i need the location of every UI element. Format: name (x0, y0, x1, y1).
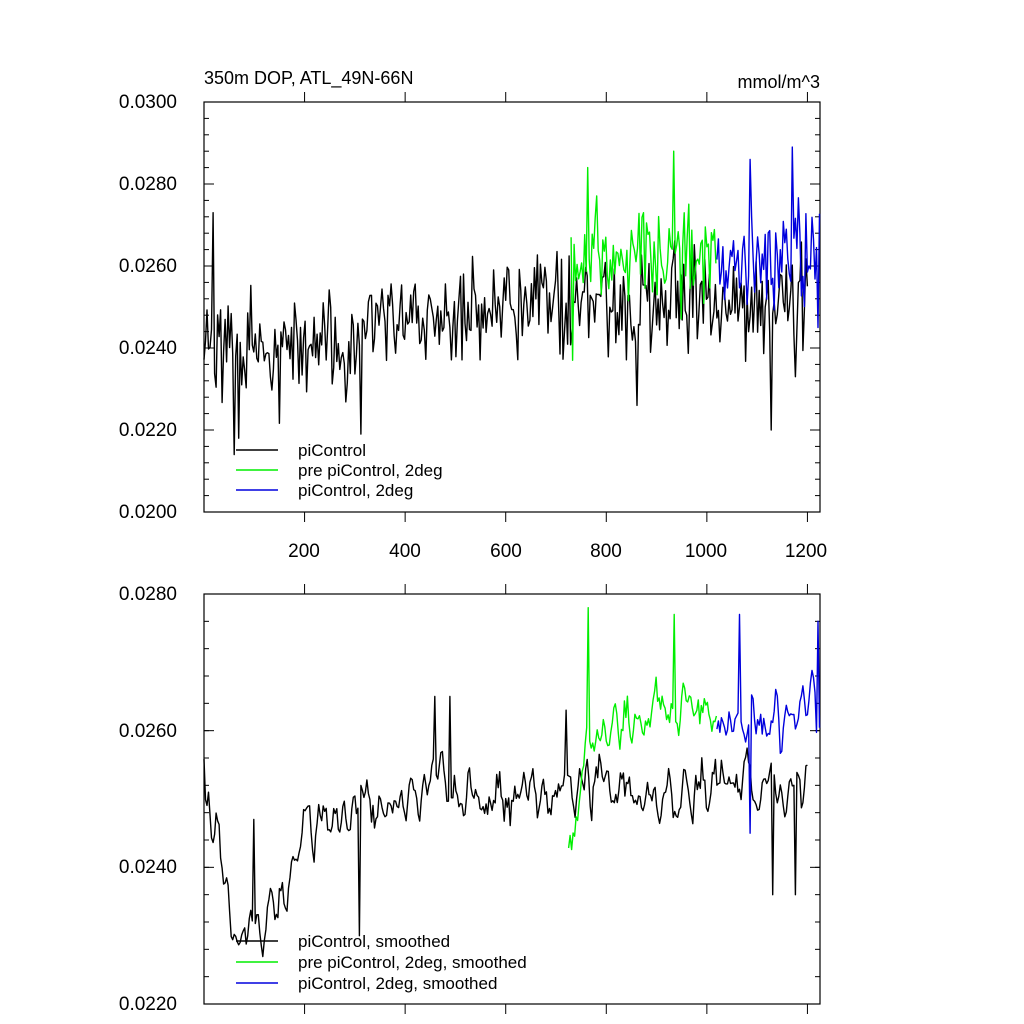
bottom-series-line (716, 613, 821, 834)
top-series-line (716, 146, 821, 329)
top-panel: 350m DOP, ATL_49N-66N mmol/m^3 0.0200 0.… (119, 68, 827, 562)
bottom-legend: piControl, smoothed pre piControl, 2deg,… (236, 932, 527, 993)
top-ticks (204, 92, 820, 522)
top-y-tick-labels: 0.0200 0.0220 0.0240 0.0260 0.0280 0.030… (119, 92, 177, 523)
bottom-ticks (204, 584, 820, 1014)
bottom-series-group (203, 607, 821, 958)
bottom-y-tick-label: 0.0260 (119, 721, 177, 742)
top-x-tick-label: 400 (389, 541, 421, 562)
bottom-y-tick-label: 0.0280 (119, 584, 177, 605)
top-x-tick-label: 1000 (685, 541, 727, 562)
top-y-tick-label: 0.0260 (119, 256, 177, 277)
top-x-tick-label: 800 (590, 541, 622, 562)
top-series-line (203, 212, 809, 456)
bottom-y-tick-label: 0.0240 (119, 857, 177, 878)
top-legend-label: piControl (298, 441, 366, 460)
bottom-series-line (567, 607, 718, 851)
top-y-tick-label: 0.0220 (119, 420, 177, 441)
top-x-tick-label: 200 (288, 541, 320, 562)
bottom-panel: 0.0220 0.0240 0.0260 0.0280 piControl, s… (119, 584, 821, 1015)
top-y-tick-label: 0.0240 (119, 338, 177, 359)
bottom-y-tick-labels: 0.0220 0.0240 0.0260 0.0280 (119, 584, 177, 1015)
bottom-series-line (203, 695, 808, 958)
top-x-tick-label: 600 (490, 541, 522, 562)
top-chart-units: mmol/m^3 (738, 72, 820, 92)
top-x-tick-labels: 200 400 600 800 1000 1200 (288, 541, 827, 562)
top-y-tick-label: 0.0300 (119, 92, 177, 113)
bottom-legend-label: piControl, smoothed (298, 932, 450, 951)
top-x-tick-label: 1200 (785, 541, 827, 562)
top-series-line (570, 150, 717, 361)
bottom-plot-frame (203, 593, 821, 1005)
top-y-tick-label: 0.0200 (119, 502, 177, 523)
bottom-legend-label: piControl, 2deg, smoothed (298, 974, 497, 993)
bottom-y-tick-label: 0.0220 (119, 994, 177, 1015)
top-chart-title: 350m DOP, ATL_49N-66N (204, 68, 413, 89)
top-y-tick-label: 0.0280 (119, 174, 177, 195)
top-plot-frame (203, 101, 821, 513)
top-series-group (203, 146, 821, 456)
top-legend: piControl pre piControl, 2deg piControl,… (236, 441, 443, 500)
top-legend-label: pre piControl, 2deg (298, 461, 443, 480)
bottom-legend-label: pre piControl, 2deg, smoothed (298, 953, 527, 972)
top-legend-label: piControl, 2deg (298, 481, 413, 500)
